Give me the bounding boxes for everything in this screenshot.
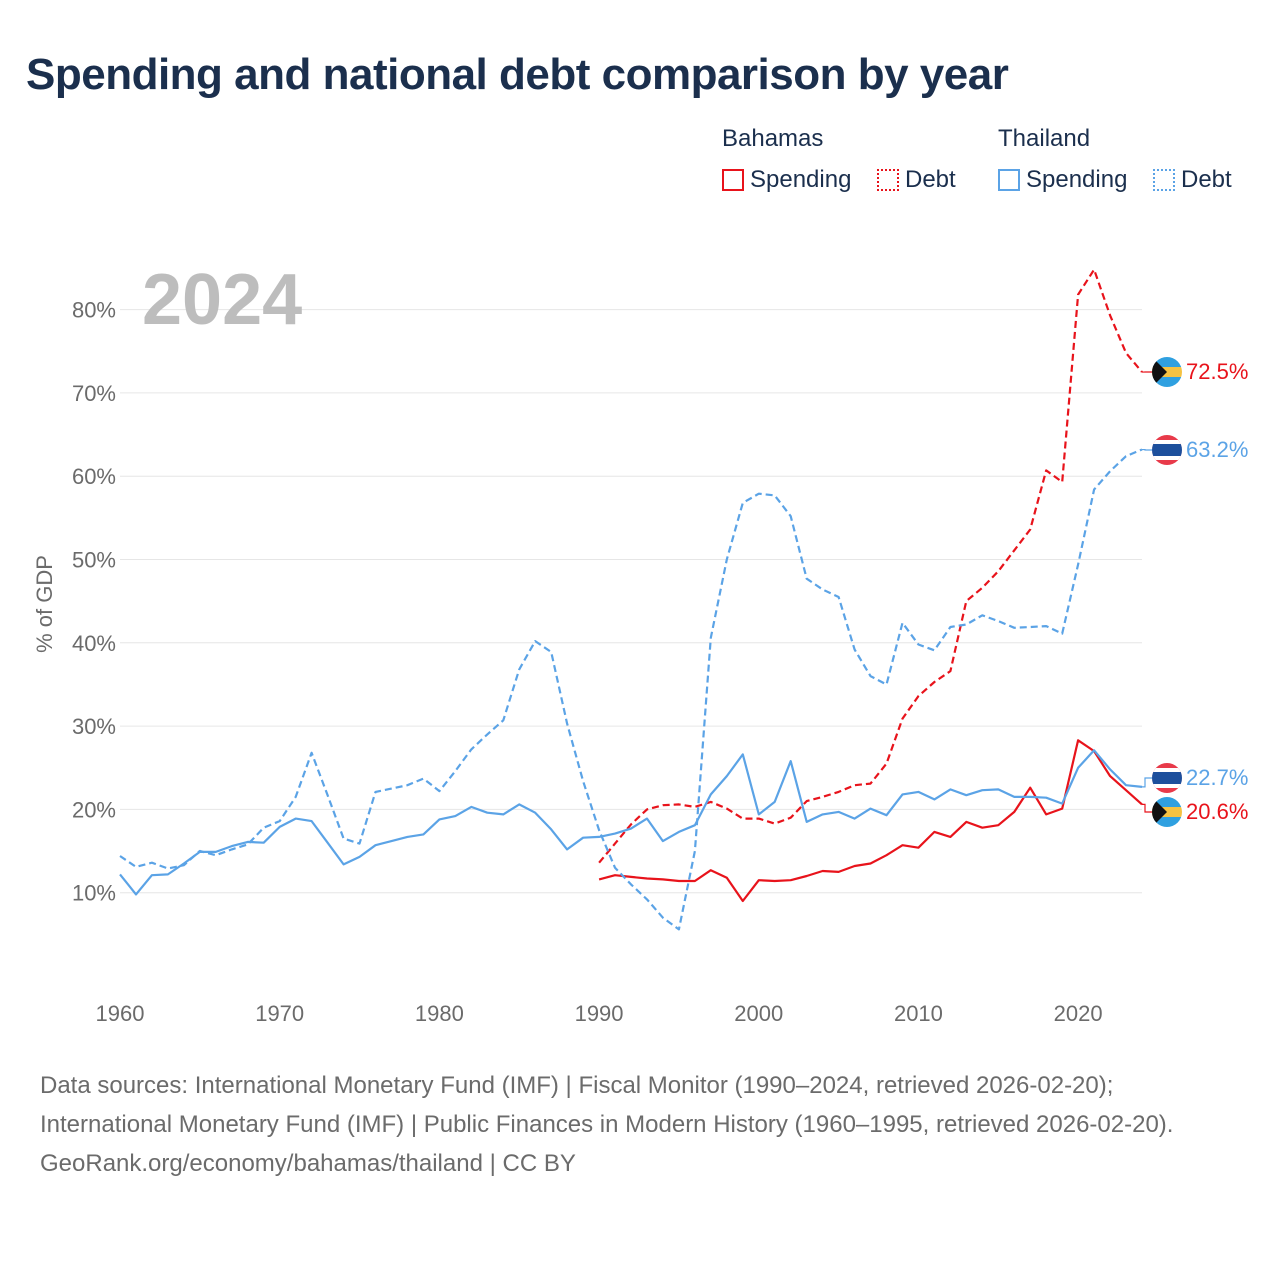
series-layer [119, 268, 1152, 931]
end-label-thailand-spending: 22.7% [1186, 765, 1248, 790]
y-tick-label: 10% [72, 881, 116, 906]
legend-group-thailand: Thailand [998, 125, 1091, 152]
legend-label-thailand-debt: Debt [1181, 166, 1232, 193]
legend-group-bahamas: Bahamas [722, 125, 824, 152]
thailand-spending-connector [1142, 777, 1152, 788]
chart-title: Spending and national debt comparison by… [26, 50, 1009, 99]
year-watermark: 2024 [142, 260, 302, 340]
bahamas-flag-icon [1152, 357, 1182, 387]
bahamas-debt-line [598, 268, 1143, 864]
legend-item-thailand-spending[interactable]: Spending [998, 166, 1127, 194]
line-chart: 10% 20% 30% 40% 50% 60% 70% 80% 1960 1970 1980 1990… [32, 260, 1248, 1026]
bahamas-spending-connector [1142, 803, 1152, 813]
source-line-2: GeoRank.org/economy/bahamas/thailand | C… [40, 1150, 576, 1177]
y-tick-label: 60% [72, 464, 116, 489]
x-tick-label: 1970 [255, 1001, 304, 1026]
legend-swatch-bahamas-debt [877, 169, 899, 191]
source-line-1: Data sources: International Monetary Fun… [40, 1072, 1174, 1138]
thailand-debt-line [119, 448, 1143, 931]
end-label-bahamas-debt: 72.5% [1186, 359, 1248, 384]
y-axis-label: % of GDP [32, 555, 57, 653]
end-label-bahamas-spending: 20.6% [1186, 799, 1248, 824]
flag-layer [1152, 357, 1182, 827]
y-tick-label: 50% [72, 548, 116, 573]
x-tick-label: 1990 [575, 1001, 624, 1026]
y-tick-label: 30% [72, 714, 116, 739]
x-tick-label: 2020 [1054, 1001, 1103, 1026]
end-label-thailand-debt: 63.2% [1186, 437, 1248, 462]
y-tick-label: 70% [72, 381, 116, 406]
y-tick-label: 40% [72, 631, 116, 656]
grid-layer [120, 309, 1142, 894]
legend-swatch-bahamas-spending [722, 169, 744, 191]
legend-label-bahamas-debt: Debt [905, 166, 956, 193]
legend-item-bahamas-debt[interactable]: Debt [877, 166, 956, 194]
data-source-note: Data sources: International Monetary Fun… [40, 1066, 1240, 1183]
legend-item-thailand-debt[interactable]: Debt [1153, 166, 1232, 194]
y-tick-label: 20% [72, 797, 116, 822]
thailand-spending-line [119, 749, 1143, 896]
legend-label-thailand-spending: Spending [1026, 166, 1128, 193]
legend-swatch-thailand-debt [1153, 169, 1175, 191]
legend-swatch-thailand-spending [998, 169, 1020, 191]
x-tick-label: 2000 [734, 1001, 783, 1026]
y-tick-label: 80% [72, 298, 116, 323]
bahamas-spending-line [598, 739, 1143, 903]
bahamas-flag-icon [1152, 797, 1182, 827]
thailand-flag-icon [1152, 435, 1182, 465]
x-tick-label: 2010 [894, 1001, 943, 1026]
legend-item-bahamas-spending[interactable]: Spending [722, 166, 851, 194]
legend-label-bahamas-spending: Spending [750, 166, 852, 193]
axis-layer: 10% 20% 30% 40% 50% 60% 70% 80% 1960 1970 1980 1990… [72, 298, 1103, 1026]
x-tick-label: 1980 [415, 1001, 464, 1026]
x-tick-label: 1960 [96, 1001, 145, 1026]
thailand-flag-icon [1152, 763, 1182, 793]
